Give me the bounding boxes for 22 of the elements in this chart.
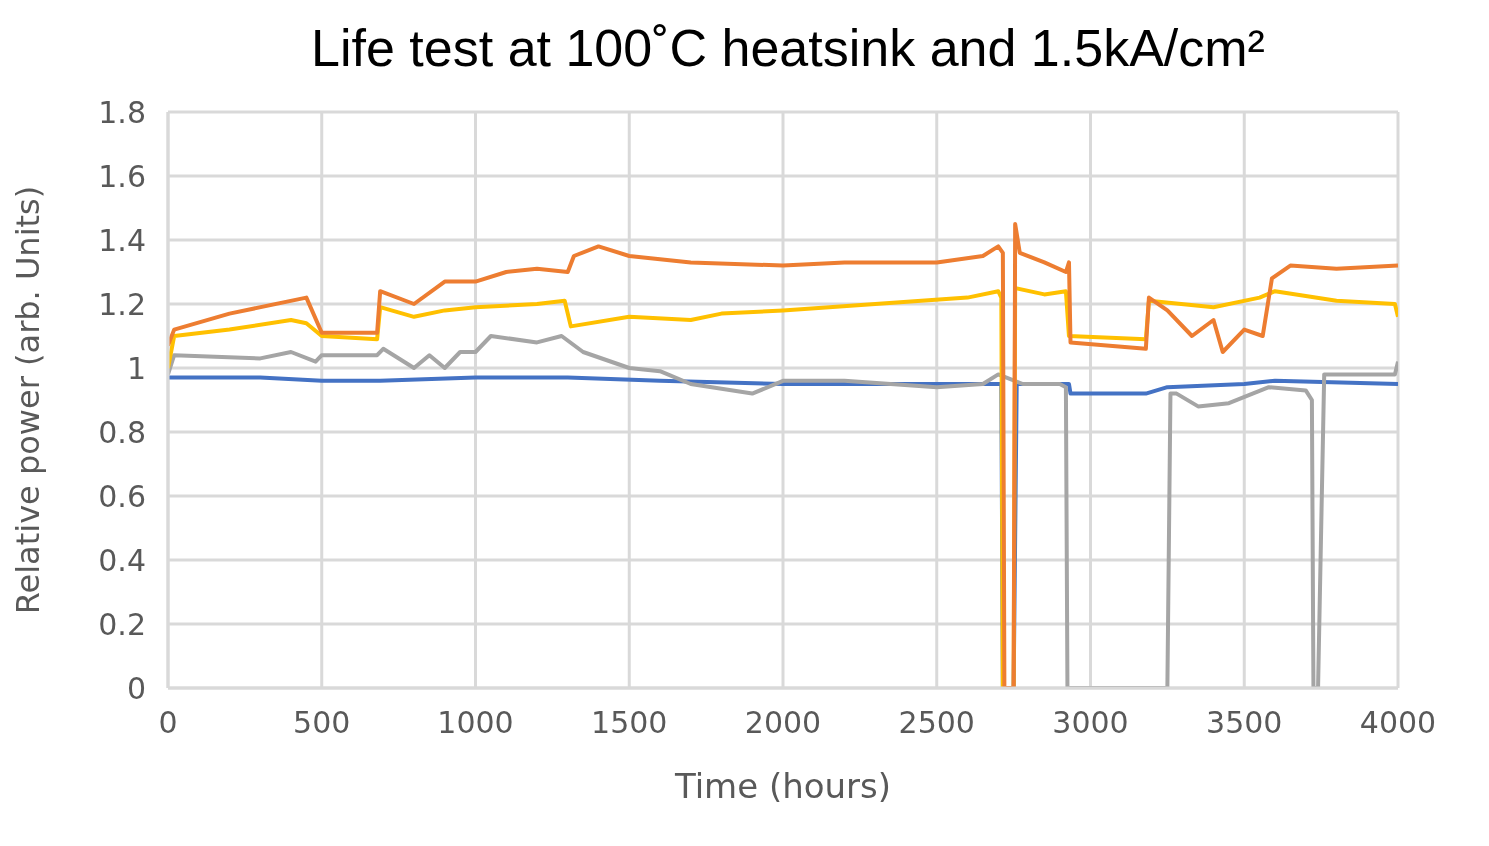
y-tick-label: 1.8 bbox=[98, 94, 146, 130]
x-tick-label: 2000 bbox=[744, 705, 822, 741]
y-tick-label: 0 bbox=[126, 670, 146, 706]
y-tick-label: 0.4 bbox=[98, 542, 146, 578]
x-tick-label: 4000 bbox=[1359, 705, 1437, 741]
y-tick-label: 1.2 bbox=[98, 286, 146, 322]
x-tick-label: 3000 bbox=[1052, 705, 1129, 741]
x-axis-title: Time (hours) bbox=[673, 766, 892, 806]
x-tick-label: 500 bbox=[293, 705, 351, 741]
x-tick-label: 1500 bbox=[591, 705, 668, 741]
y-tick-label: 1.4 bbox=[98, 222, 146, 258]
chart-title: Life test at 100˚C heatsink and 1.5kA/cm² bbox=[310, 18, 1266, 79]
x-tick-label: 2500 bbox=[898, 705, 975, 741]
x-tick-label: 3500 bbox=[1206, 705, 1283, 741]
y-tick-label: 1 bbox=[126, 350, 146, 386]
y-tick-label: 0.6 bbox=[98, 478, 146, 514]
x-tick-label: 0 bbox=[158, 705, 178, 741]
y-axis-title: Relative power (arb. Units) bbox=[9, 185, 48, 615]
y-tick-label: 1.6 bbox=[98, 158, 146, 194]
y-tick-label: 0.8 bbox=[98, 414, 146, 450]
y-tick-label: 0.2 bbox=[98, 606, 146, 642]
x-tick-label: 1000 bbox=[437, 705, 514, 741]
